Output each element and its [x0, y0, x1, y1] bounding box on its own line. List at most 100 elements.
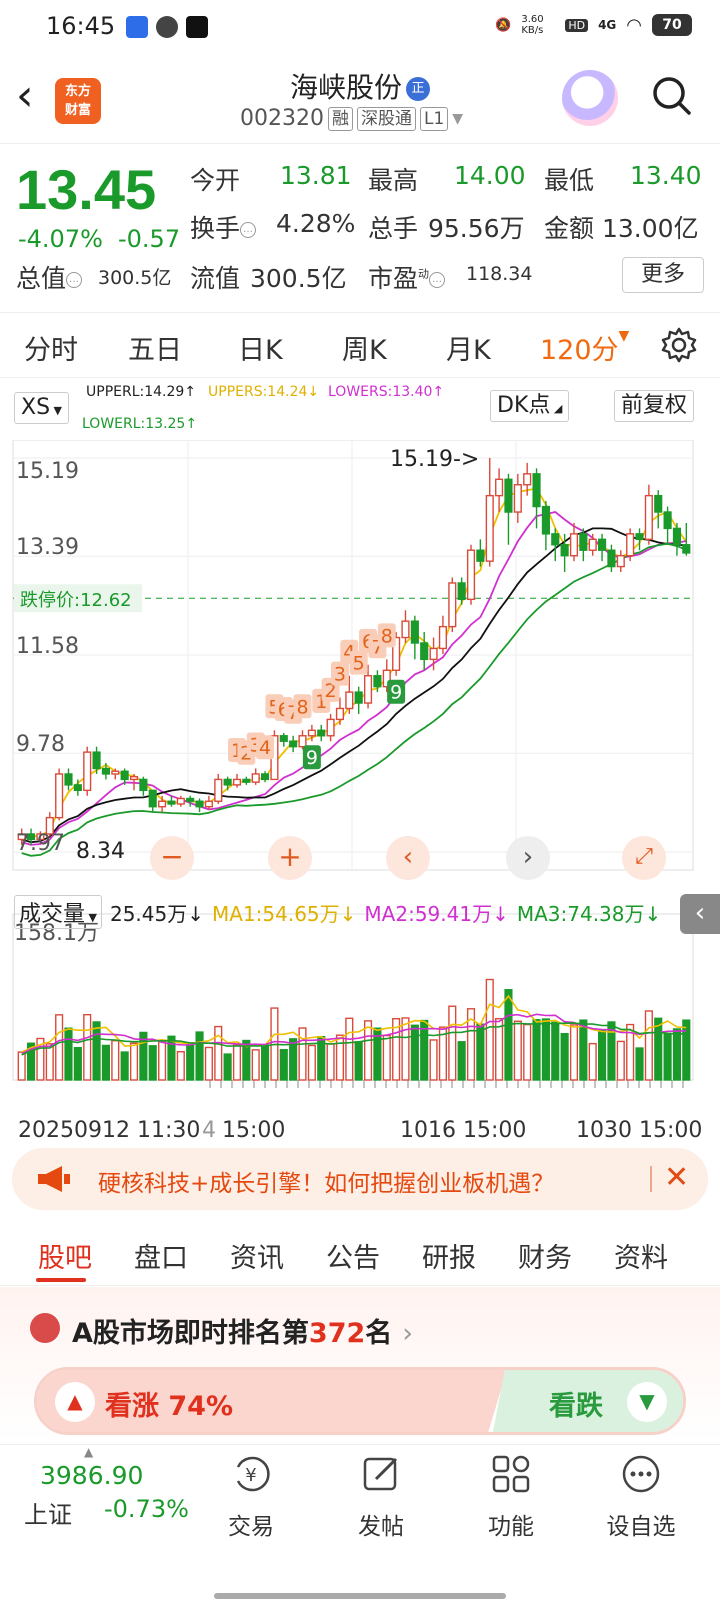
candle-body — [410, 620, 419, 644]
candle-body — [223, 778, 232, 786]
back-button[interactable]: ‹ — [16, 70, 34, 121]
post-button[interactable]: 发帖 — [336, 1453, 426, 1541]
candle-body — [448, 582, 457, 628]
arrow-down-icon[interactable]: ▼ — [627, 1382, 667, 1422]
bull-bar[interactable] — [37, 1370, 507, 1432]
tab-five-day[interactable]: 五日 — [128, 335, 182, 366]
app-logo[interactable]: 东方 财富 — [55, 78, 101, 124]
tab-profile[interactable]: 资料 — [614, 1243, 668, 1274]
candle-body — [485, 494, 494, 562]
nine-turn-label: 9 — [306, 747, 318, 769]
functions-button[interactable]: 功能 — [466, 1453, 556, 1541]
tab-intraday[interactable]: 分时 — [24, 335, 78, 366]
candle-body — [373, 675, 382, 688]
volume-bar — [260, 1044, 270, 1081]
dk-point-select[interactable]: DK点 ◢ — [490, 390, 570, 422]
info-icon[interactable]: … — [66, 272, 83, 288]
gear-icon[interactable] — [660, 326, 698, 364]
volume-bar — [251, 1049, 260, 1081]
more-button[interactable]: 更多 — [622, 257, 704, 293]
assistant-avatar[interactable] — [562, 70, 618, 126]
tab-financials[interactable]: 财务 — [518, 1243, 572, 1274]
zoom-in-button[interactable]: + — [268, 836, 312, 880]
promo-banner[interactable]: 硬核科技+成长引擎！如何把握创业板机遇？ ✕ — [12, 1148, 708, 1210]
tab-research[interactable]: 研报 — [422, 1243, 476, 1274]
info-icon[interactable]: … — [240, 222, 257, 238]
index-change: -0.73% — [104, 1495, 189, 1523]
index-value[interactable]: 3986.90 — [40, 1461, 144, 1490]
volume-bar — [73, 1046, 82, 1081]
tab-weekly-k[interactable]: 周K — [342, 335, 387, 366]
volume-select[interactable]: 成交量 ▼ — [14, 895, 102, 929]
volume-bar — [204, 1046, 213, 1081]
volume-bar — [579, 1019, 588, 1081]
collapse-panel-button[interactable]: ‹ — [680, 894, 720, 934]
tab-announcements[interactable]: 公告 — [326, 1243, 380, 1274]
info-icon[interactable]: … — [429, 272, 446, 288]
adjust-select[interactable]: 前复权 — [614, 390, 695, 422]
volume-bar — [307, 1044, 316, 1081]
pan-left-button[interactable]: ‹ — [386, 836, 430, 880]
arrow-up-icon[interactable]: ▲ — [55, 1382, 95, 1422]
volume-bar — [139, 1031, 148, 1081]
tab-forum[interactable]: 股吧 — [38, 1243, 92, 1274]
volume-bar — [232, 1044, 242, 1081]
index-name[interactable]: 上证 — [24, 1501, 72, 1529]
volume-bar — [223, 1053, 232, 1081]
indicator-select[interactable]: XS ▼ — [14, 392, 70, 424]
tab-market-depth[interactable]: 盘口 — [134, 1243, 188, 1274]
zoom-out-button[interactable]: − — [150, 836, 194, 880]
volume-bar — [26, 1042, 36, 1081]
add-watchlist-button[interactable]: 设自选 — [596, 1453, 686, 1541]
nine-turn-badge — [349, 650, 368, 675]
stock-subline[interactable]: 002320 融 深股通 L1 ▼ — [240, 106, 463, 131]
search-icon[interactable] — [652, 76, 692, 116]
candle-body — [382, 669, 391, 688]
y-tick-label: 13.39 — [16, 535, 79, 560]
candle-body — [251, 773, 260, 783]
stock-header: ‹ 东方 财富 海峡股份正 002320 融 深股通 L1 ▼ — [0, 54, 720, 144]
nine-turn-label: 8 — [296, 696, 308, 718]
candle-body — [654, 494, 663, 513]
volume-bar — [83, 1013, 92, 1081]
candle-body — [242, 778, 251, 783]
rank-title[interactable]: A股市场即时排名第372名 › — [72, 1318, 414, 1349]
candle-body — [120, 770, 129, 781]
candle-body — [101, 767, 111, 775]
tab-120min[interactable]: 120分▼ — [540, 328, 630, 366]
candle-body — [626, 533, 635, 557]
volume-bar — [382, 1034, 391, 1081]
volume-bar — [401, 1017, 410, 1081]
candle-body — [401, 620, 410, 639]
tab-monthly-k[interactable]: 月K — [446, 335, 491, 366]
pan-right-button[interactable]: › — [506, 836, 550, 880]
candle-body — [635, 533, 644, 541]
stock-title[interactable]: 海峡股份正 — [0, 66, 720, 106]
volume-bar — [101, 1044, 111, 1081]
fullscreen-icon[interactable]: ⤢ — [622, 836, 666, 880]
candle-body — [260, 773, 270, 781]
trade-button[interactable]: ¥ 交易 — [206, 1453, 296, 1541]
candle-body — [523, 473, 532, 486]
volume-bar — [597, 1030, 607, 1081]
bear-label: 看跌 — [549, 1391, 603, 1422]
status-time: 16:45 — [46, 12, 116, 40]
ma-line-green — [21, 542, 687, 857]
candle-body — [513, 484, 522, 513]
tab-news[interactable]: 资讯 — [230, 1243, 284, 1274]
candle-body — [148, 789, 157, 808]
close-icon[interactable]: ✕ — [664, 1160, 690, 1195]
tab-daily-k[interactable]: 日K — [238, 335, 283, 366]
candle-body — [83, 751, 92, 792]
kline-chart[interactable]: 15.19 13.39 11.58 9.78 7.97 跌停价:12.62 15.19-> 8… — [0, 440, 720, 1140]
nine-turn-badge — [387, 679, 406, 704]
upperl-label: UPPERL:14.29↑ — [86, 384, 197, 400]
candle-body — [298, 735, 307, 748]
volume-bar — [616, 1040, 625, 1081]
rank-number: 372 — [308, 1318, 366, 1349]
edit-icon — [363, 1457, 398, 1491]
volume-value: 25.45万↓ — [109, 901, 204, 926]
volume-ma3-line — [21, 1022, 687, 1056]
candle-body — [560, 544, 569, 557]
content-tabs: 股吧 盘口 资讯 公告 研报 财务 资料 — [0, 1220, 720, 1286]
